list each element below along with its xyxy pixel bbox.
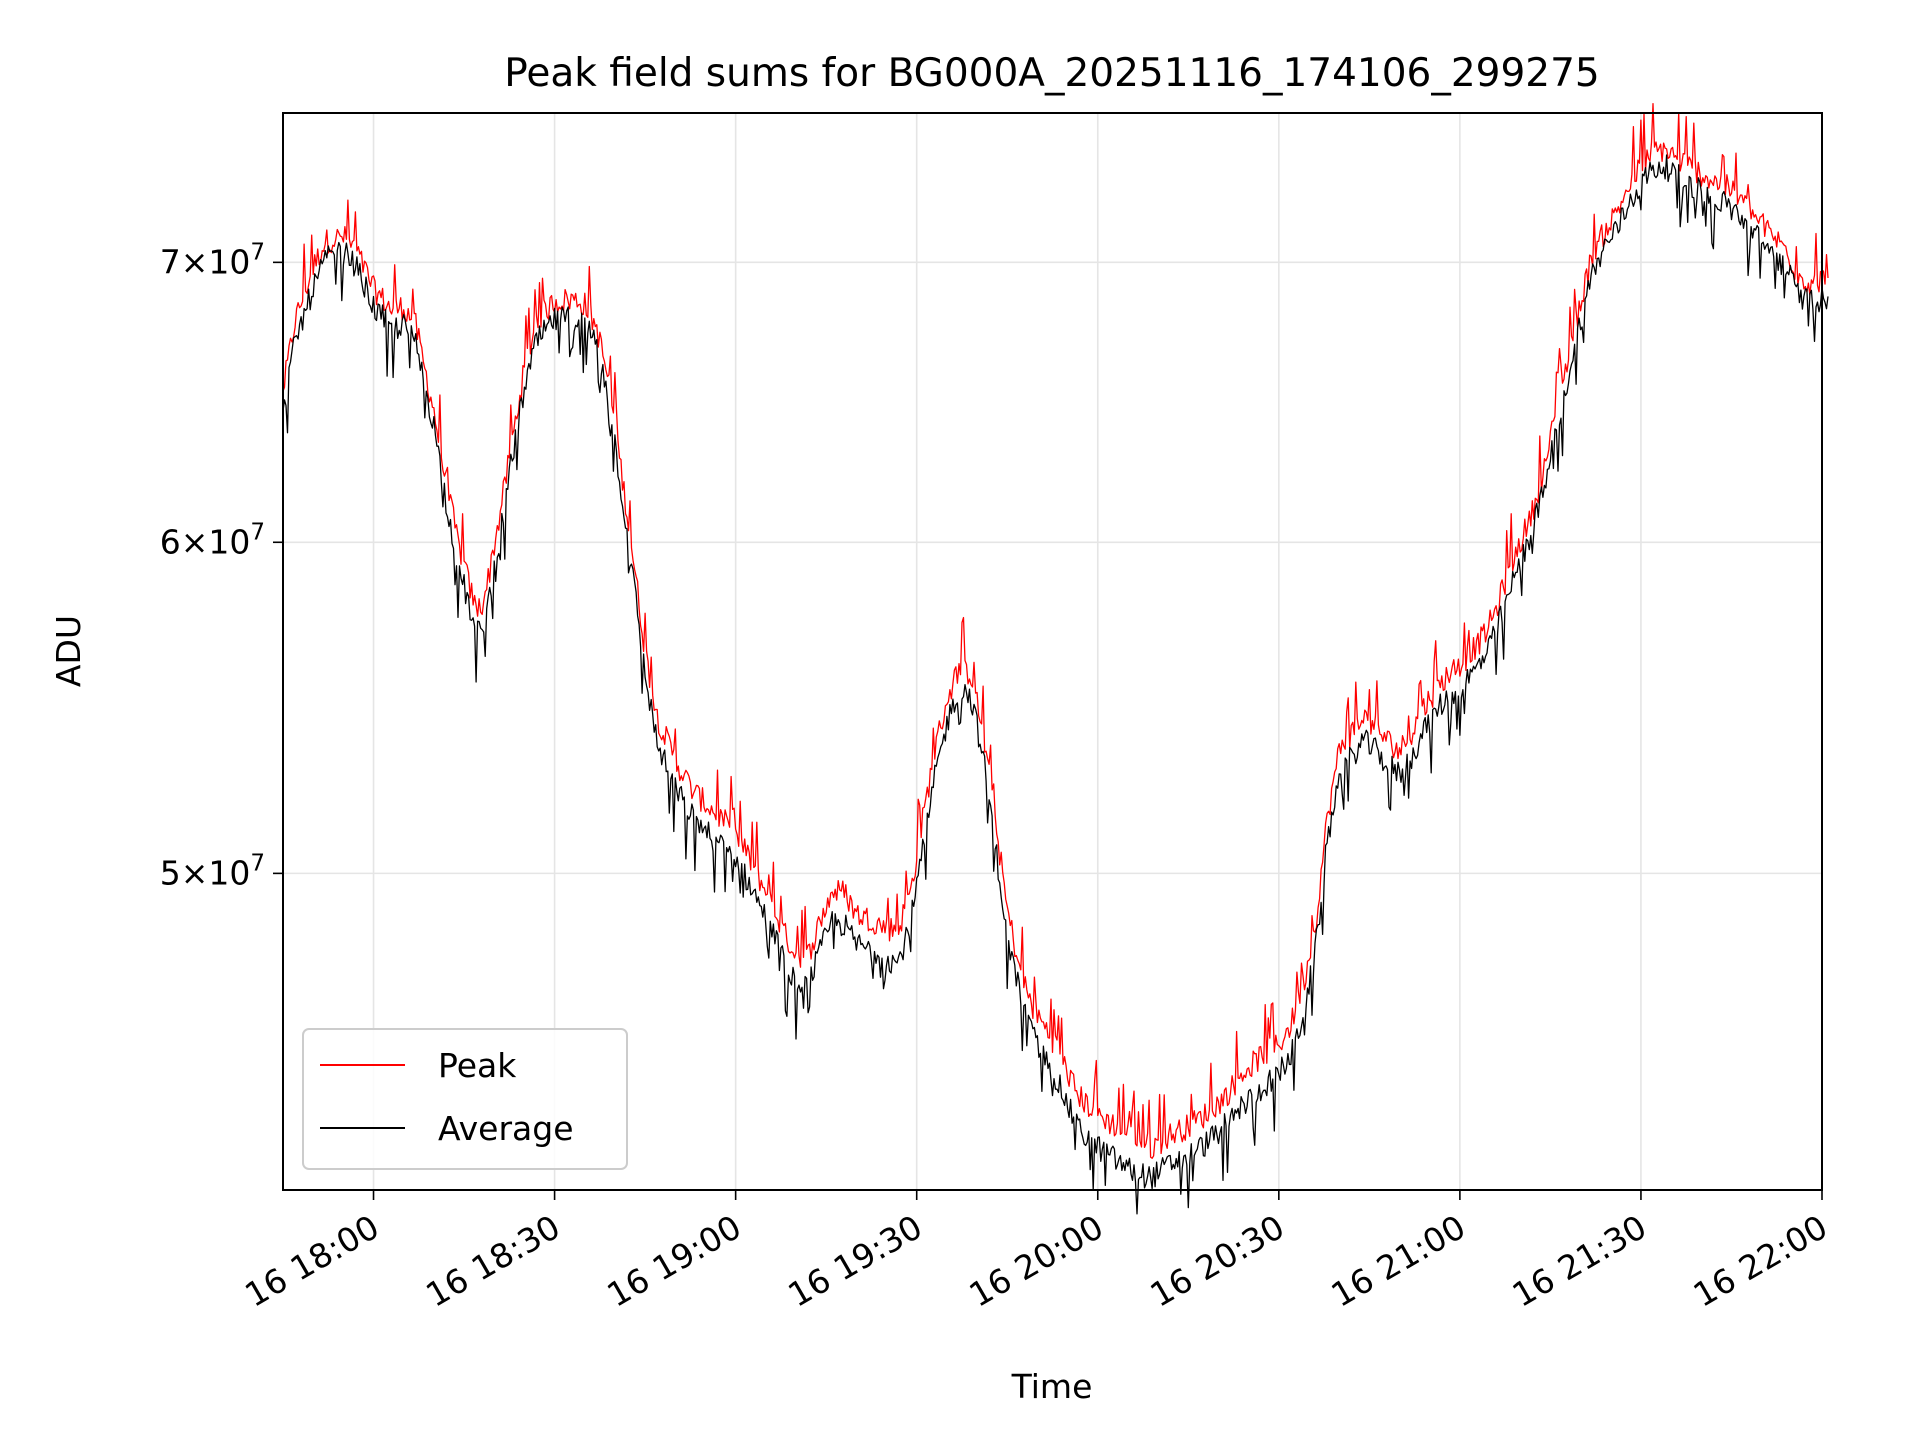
y-axis-label: ADU: [49, 615, 88, 687]
legend-average-label: Average: [438, 1109, 574, 1148]
average-series-line: [282, 154, 1829, 1215]
peak-series-line: [282, 103, 1829, 1159]
legend-peak-label: Peak: [438, 1046, 517, 1085]
y-tick-label: 7×107: [160, 239, 265, 281]
x-axis-label: Time: [1011, 1367, 1093, 1406]
y-tick-label: 6×107: [160, 519, 265, 561]
chart-title: Peak field sums for BG000A_20251116_1741…: [504, 51, 1600, 96]
series-layer: [282, 103, 1829, 1215]
y-tick-label: 5×107: [160, 850, 265, 892]
plot-frame: [282, 112, 1823, 1191]
legend: Peak Average: [302, 1028, 628, 1170]
